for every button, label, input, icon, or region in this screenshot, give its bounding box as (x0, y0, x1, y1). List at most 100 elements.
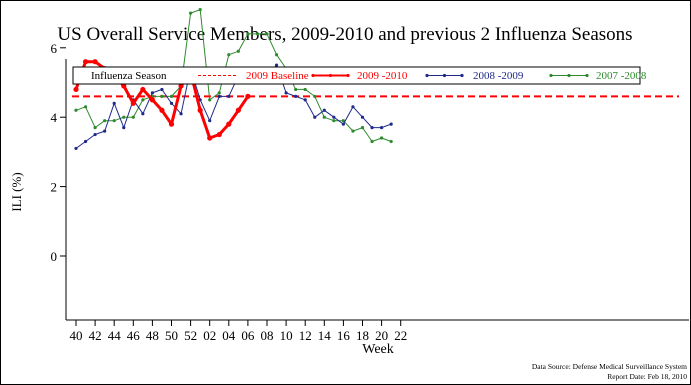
x-tick-label: 14 (318, 328, 332, 343)
x-tick-label: 08 (261, 328, 274, 343)
x-tick-label: 06 (241, 328, 255, 343)
series-point-1 (313, 115, 317, 119)
x-tick-label: 12 (299, 328, 312, 343)
series-point-1 (150, 91, 154, 95)
series-point-0 (216, 131, 222, 138)
series-point-2 (246, 32, 250, 36)
series-point-2 (370, 139, 374, 144)
series-point-2 (141, 98, 145, 102)
series-point-0 (82, 59, 89, 65)
legend-marker-2 (585, 73, 589, 78)
series-point-0 (226, 121, 232, 127)
series-point-1 (198, 98, 202, 102)
series-point-2 (169, 94, 174, 98)
legend-marker-2 (567, 73, 571, 78)
series-point-2 (217, 91, 221, 95)
series-point-0 (207, 135, 213, 141)
legend-label-0: 2009 -2010 (357, 70, 408, 82)
x-tick-label: 18 (356, 328, 369, 343)
series-point-0 (245, 93, 251, 99)
series-point-2 (332, 119, 336, 123)
x-tick-label: 20 (375, 328, 388, 343)
y-tick-label: 0 (51, 249, 58, 264)
series-point-1 (83, 139, 88, 144)
series-point-0 (73, 86, 79, 93)
series-point-2 (112, 119, 116, 123)
series-line-1 (75, 64, 392, 149)
series-point-0 (178, 83, 184, 89)
legend-label-2: 2007 -2008 (596, 70, 647, 82)
x-tick-label: 22 (394, 328, 407, 343)
series-point-1 (122, 126, 126, 130)
footnote-date: Report Date: Feb 18, 2010 (607, 372, 687, 381)
series-point-0 (140, 86, 146, 93)
x-tick-label: 42 (89, 328, 102, 343)
series-point-2 (208, 98, 212, 102)
series-point-2 (313, 94, 317, 98)
series-point-2 (103, 119, 107, 123)
series-point-1 (322, 108, 326, 112)
series-point-1 (370, 126, 374, 130)
series-point-1 (380, 126, 384, 130)
series-point-2 (274, 53, 279, 57)
x-tick-label: 48 (146, 328, 159, 343)
series-point-0 (149, 97, 155, 103)
series-point-2 (74, 108, 78, 112)
chart-title: US Overall Service Members, 2009-2010 an… (57, 24, 632, 45)
series-point-1 (160, 87, 164, 92)
series-point-2 (322, 115, 326, 119)
series-point-2 (160, 94, 164, 98)
series-point-0 (130, 100, 136, 106)
series-point-1 (179, 112, 183, 116)
series-point-1 (169, 101, 174, 105)
series-point-2 (83, 105, 88, 109)
series-point-1 (227, 94, 231, 98)
series-point-1 (303, 98, 307, 102)
legend-marker-0 (328, 73, 333, 78)
series-point-2 (294, 87, 298, 92)
legend-marker-1 (425, 73, 429, 78)
series-point-0 (159, 107, 165, 113)
y-tick-label: 6 (51, 41, 58, 56)
x-tick-label: 02 (203, 328, 216, 343)
series-point-1 (112, 101, 116, 105)
series-point-0 (92, 59, 98, 65)
series-point-1 (217, 94, 221, 98)
y-axis-label: ILI (%) (9, 172, 24, 211)
series-point-1 (294, 94, 298, 98)
series-point-1 (103, 129, 107, 133)
series-point-2 (198, 8, 202, 12)
x-tick-label: 44 (108, 328, 122, 343)
x-tick-label: 04 (222, 328, 236, 343)
series-point-2 (360, 126, 365, 130)
legend-marker-1 (460, 73, 464, 78)
series-point-2 (122, 115, 126, 119)
x-axis-label: Week (362, 342, 394, 357)
legend-marker-2 (549, 73, 553, 78)
series-point-1 (208, 119, 212, 123)
x-tick-label: 10 (280, 328, 293, 343)
series-point-2 (351, 129, 355, 133)
series-point-2 (189, 11, 193, 15)
series-point-1 (351, 105, 355, 109)
legend-baseline-label: 2009 Baseline (246, 70, 309, 82)
series-point-1 (332, 115, 336, 119)
x-tick-label: 40 (70, 328, 83, 343)
legend-box (72, 66, 641, 85)
plot-area: 0246810404244464850520204060810121416182… (51, 8, 689, 343)
series-point-0 (197, 107, 203, 113)
x-tick-label: 46 (127, 328, 141, 343)
legend-label-1: 2008 -2009 (473, 70, 524, 82)
series-point-2 (131, 115, 135, 119)
series-point-2 (380, 136, 384, 140)
y-tick-label: 2 (51, 180, 58, 195)
legend-title: Influenza Season (91, 70, 167, 82)
series-point-1 (74, 146, 78, 151)
series-point-1 (141, 112, 145, 116)
series-point-1 (284, 91, 288, 95)
series-point-2 (303, 87, 307, 92)
series-point-2 (93, 126, 97, 130)
y-tick-label: 4 (51, 110, 58, 125)
x-tick-label: 52 (184, 328, 197, 343)
series-point-2 (236, 49, 240, 53)
